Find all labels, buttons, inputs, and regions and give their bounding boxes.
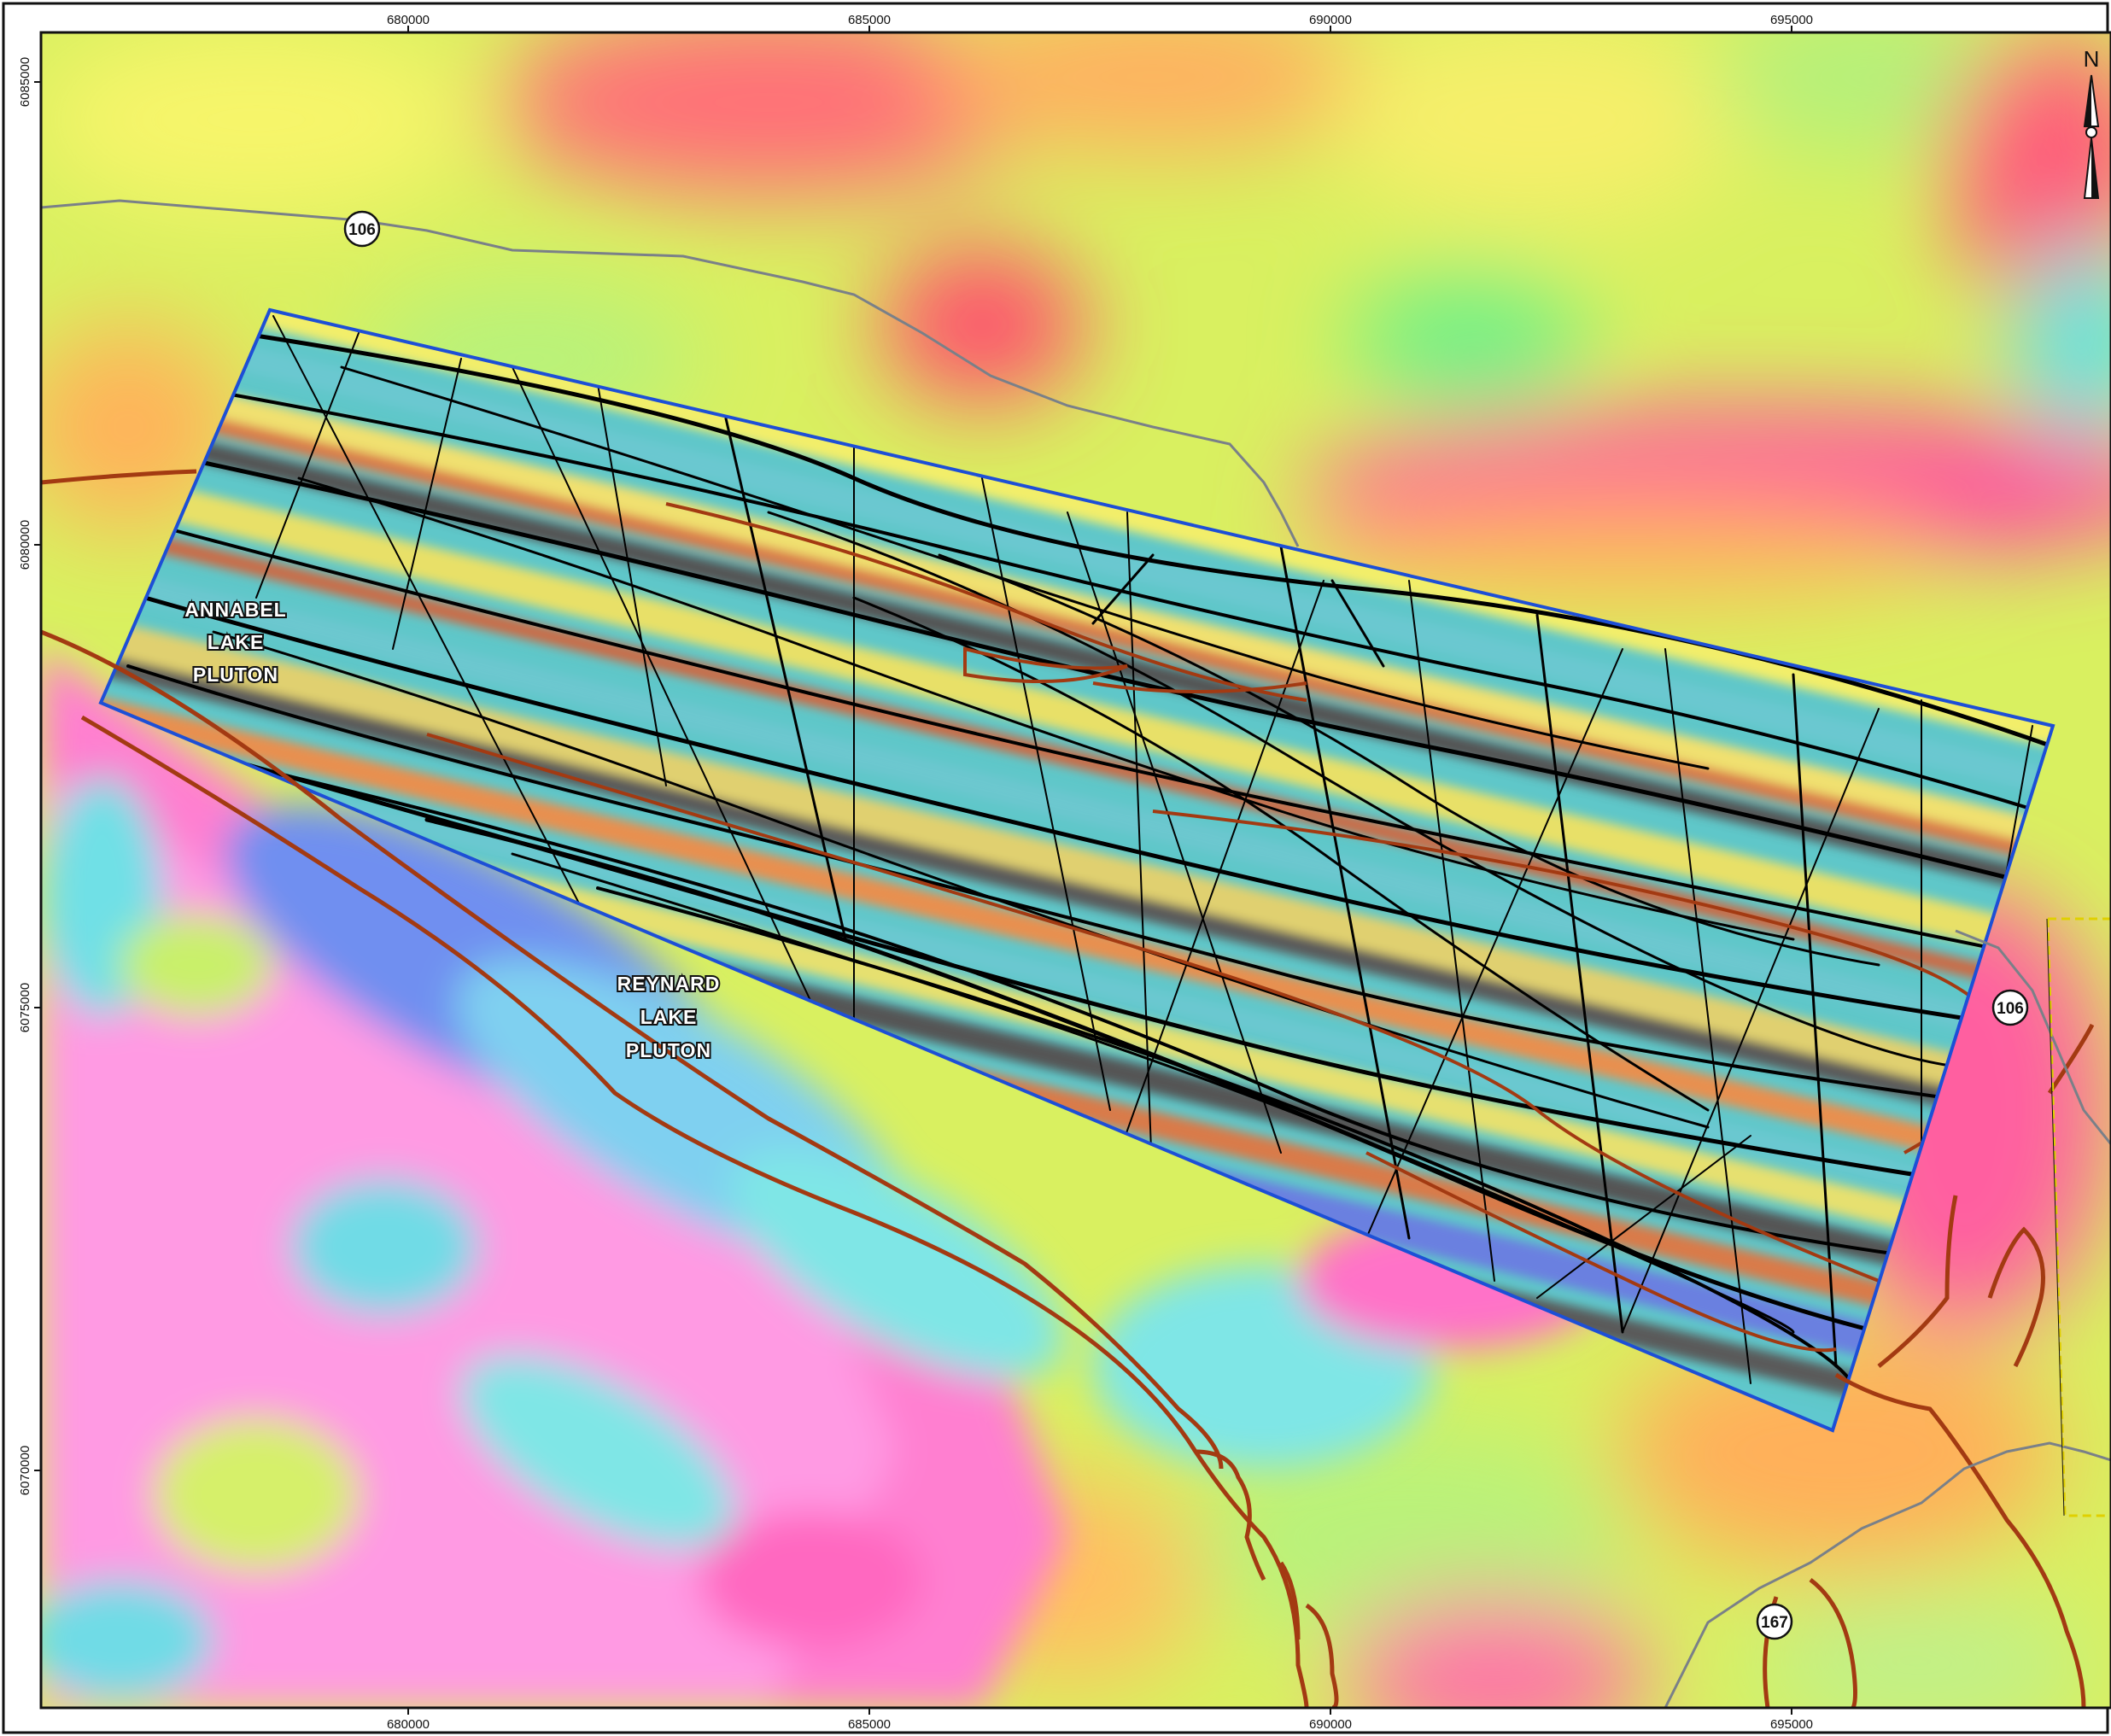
svg-text:REYNARD: REYNARD: [617, 973, 721, 995]
geology-contacts: [41, 469, 2095, 1708]
x-tick-bottom-695000: 695000: [1770, 1717, 1813, 1732]
annabel-lake-pluton-label: ANNABEL LAKE PLUTON: [183, 597, 287, 687]
lineament-network: [108, 315, 2053, 1402]
y-tick-6070000: 6070000: [18, 1446, 32, 1495]
highway-shield-167: 167: [1756, 1603, 1793, 1640]
north-arrow-label: N: [2084, 46, 2100, 72]
svg-text:106: 106: [1997, 1000, 2024, 1018]
x-axis-top: [407, 26, 1792, 32]
y-tick-6075000: 6075000: [18, 983, 32, 1032]
svg-text:ANNABEL: ANNABEL: [184, 599, 286, 621]
x-tick-top-680000: 680000: [387, 13, 430, 27]
roads: [41, 199, 2111, 1708]
svg-text:PLUTON: PLUTON: [626, 1039, 711, 1061]
x-tick-bottom-685000: 685000: [848, 1717, 891, 1732]
svg-text:106: 106: [348, 221, 376, 239]
x-axis-bottom: [407, 1708, 1792, 1715]
x-tick-top-695000: 695000: [1770, 13, 1813, 27]
svg-text:LAKE: LAKE: [208, 631, 265, 653]
y-axis-left: [34, 81, 41, 1471]
x-tick-top-690000: 690000: [1309, 13, 1352, 27]
north-arrow: N: [2084, 46, 2100, 199]
x-tick-top-685000: 685000: [848, 13, 891, 27]
svg-text:167: 167: [1761, 1614, 1788, 1632]
x-tick-bottom-690000: 690000: [1309, 1717, 1352, 1732]
inner-frame: [39, 31, 2111, 1710]
survey-outline: [98, 307, 2055, 1433]
highway-shield-106-east: 106: [1991, 989, 2029, 1026]
svg-text:LAKE: LAKE: [640, 1006, 698, 1028]
x-tick-bottom-680000: 680000: [387, 1717, 430, 1732]
y-tick-6085000: 6085000: [18, 57, 32, 107]
claim-boundary-left: [2046, 918, 2111, 1517]
highway-shield-106-west: 106: [343, 210, 381, 248]
reynard-lake-pluton-label: REYNARD LAKE PLUTON: [616, 971, 722, 1063]
y-tick-6080000: 6080000: [18, 520, 32, 570]
magnetic-background: [41, 32, 2111, 1708]
svg-text:PLUTON: PLUTON: [193, 663, 278, 686]
